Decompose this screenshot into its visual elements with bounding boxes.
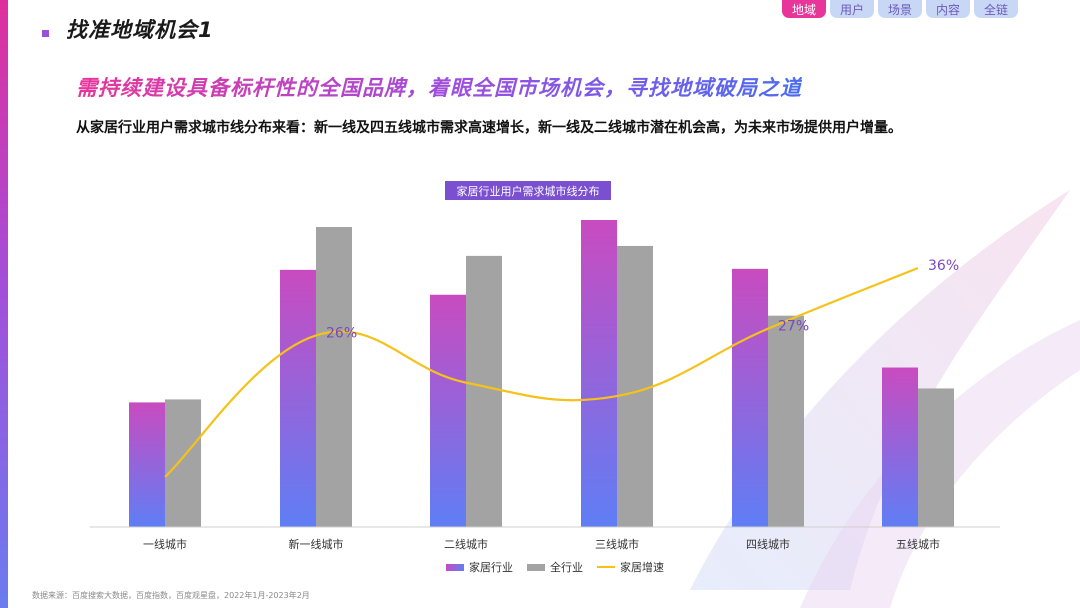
bar-home-4 [732, 268, 768, 527]
tab-full-chain[interactable]: 全链 [974, 0, 1018, 18]
bar-home-3 [581, 220, 617, 527]
legend-label-all: 全行业 [550, 561, 583, 574]
bar-all-0 [165, 399, 201, 527]
bar-all-4 [768, 315, 804, 527]
bar-all-3 [617, 245, 653, 527]
data-source-note: 数据来源：百度搜索大数据，百度指数，百度观星盘，2022年1月-2023年2月 [32, 591, 310, 600]
x-tick-label-0: 一线城市 [143, 537, 187, 551]
legend-label-growth: 家居增速 [620, 561, 664, 574]
bar-all-1 [316, 226, 352, 527]
x-tick-label-1: 新一线城市 [289, 537, 344, 551]
growth-data-label-2: 36% [928, 258, 959, 274]
chart-title: 家居行业用户需求城市线分布 [445, 181, 611, 200]
section-title: 找准地域机会1 [66, 18, 214, 42]
bar-home-1 [280, 269, 316, 527]
x-tick-label-3: 三线城市 [595, 537, 639, 551]
legend-item-home: 家居行业 [446, 559, 513, 575]
x-tick-label-4: 四线城市 [746, 537, 790, 551]
x-tick-label-5: 五线城市 [896, 537, 940, 551]
tab-region[interactable]: 地域 [782, 0, 826, 18]
tab-content[interactable]: 内容 [926, 0, 970, 18]
x-tick-label-2: 二线城市 [444, 537, 488, 551]
tab-users[interactable]: 用户 [830, 0, 874, 18]
bar-home-5 [882, 367, 918, 527]
headline: 需持续建设具备标杆性的全国品牌，着眼全国市场机会，寻找地域破局之道 [76, 72, 802, 102]
growth-line [164, 266, 919, 478]
tab-scenes[interactable]: 场景 [878, 0, 922, 18]
section-marker [42, 30, 49, 37]
bar-all-5 [918, 388, 954, 527]
chart-legend: 家居行业 全行业 家居增速 [446, 559, 664, 575]
legend-swatch-all [527, 563, 545, 571]
bar-home-2 [430, 294, 466, 527]
legend-item-growth: 家居增速 [597, 559, 664, 575]
bar-home-0 [129, 402, 165, 527]
legend-label-home: 家居行业 [469, 561, 513, 574]
growth-data-label-1: 27% [778, 319, 809, 335]
left-accent-stripe [0, 0, 8, 608]
legend-item-all: 全行业 [527, 559, 583, 575]
growth-data-label-0: 26% [326, 325, 357, 341]
legend-swatch-growth [597, 566, 615, 568]
bar-all-2 [466, 255, 502, 527]
legend-swatch-home [446, 563, 464, 571]
nav-tabs: 地域 用户 场景 内容 全链 [782, 0, 1018, 18]
subtitle: 从家居行业用户需求城市线分布来看：新一线及四五线城市需求高速增长，新一线及二线城… [76, 120, 902, 136]
